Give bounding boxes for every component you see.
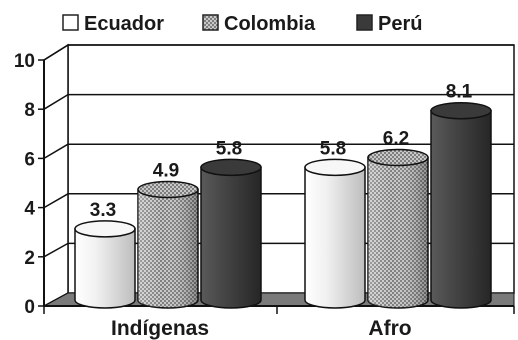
gridline-side-4 [43,193,69,209]
data-label-colombia-afro: 6.2 [383,128,409,149]
x-axis-ticks [43,306,515,314]
data-labels: 3.3 4.9 5.8 5.8 6.2 8.1 [90,82,473,221]
bar-colombia-indígenas [137,180,199,309]
gridline-side-6 [43,143,69,160]
gridline-side-8 [43,93,69,110]
gridline-side-10 [43,44,69,61]
legend: Ecuador Colombia Perú [62,13,422,35]
y-tick-label-2: 2 [24,248,35,269]
gridline-side-2 [43,242,69,258]
legend-item-ecuador: Ecuador [62,13,164,35]
bar-ecuador-indígenas [74,220,136,309]
legend-swatch-peru [356,14,373,31]
data-label-colombia-indígenas: 4.9 [153,160,179,181]
side-wall [43,43,69,308]
x-tick-label-indígenas: Indígenas [111,317,209,340]
legend-label-ecuador: Ecuador [84,13,164,35]
x-tick-label-afro: Afro [368,317,411,340]
bar-ecuador-afro [304,158,366,309]
y-tick-label-6: 6 [24,149,35,170]
bar-colombia-afro [367,148,429,309]
bar-perú-indígenas [200,158,262,309]
x-tick-labels: Indígenas Afro [111,317,412,340]
legend-item-colombia: Colombia [202,13,316,35]
legend-label-peru: Perú [378,13,422,35]
data-label-perú-afro: 8.1 [446,82,473,103]
legend-item-peru: Perú [356,13,422,35]
y-tick-label-8: 8 [24,100,35,121]
y-tick-labels: 0 2 4 6 8 10 [14,51,44,318]
legend-swatch-ecuador [62,14,79,31]
legend-swatch-colombia [202,14,219,31]
bar-perú-afro [430,101,492,309]
legend-label-colombia: Colombia [224,13,316,35]
data-label-ecuador-indígenas: 3.3 [90,200,116,221]
bars [74,101,492,309]
y-tick-label-4: 4 [24,199,35,220]
data-label-ecuador-afro: 5.8 [320,138,346,159]
data-label-perú-indígenas: 5.8 [216,138,242,159]
y-tick-label-10: 10 [14,51,35,72]
y-tick-label-0: 0 [24,297,35,318]
